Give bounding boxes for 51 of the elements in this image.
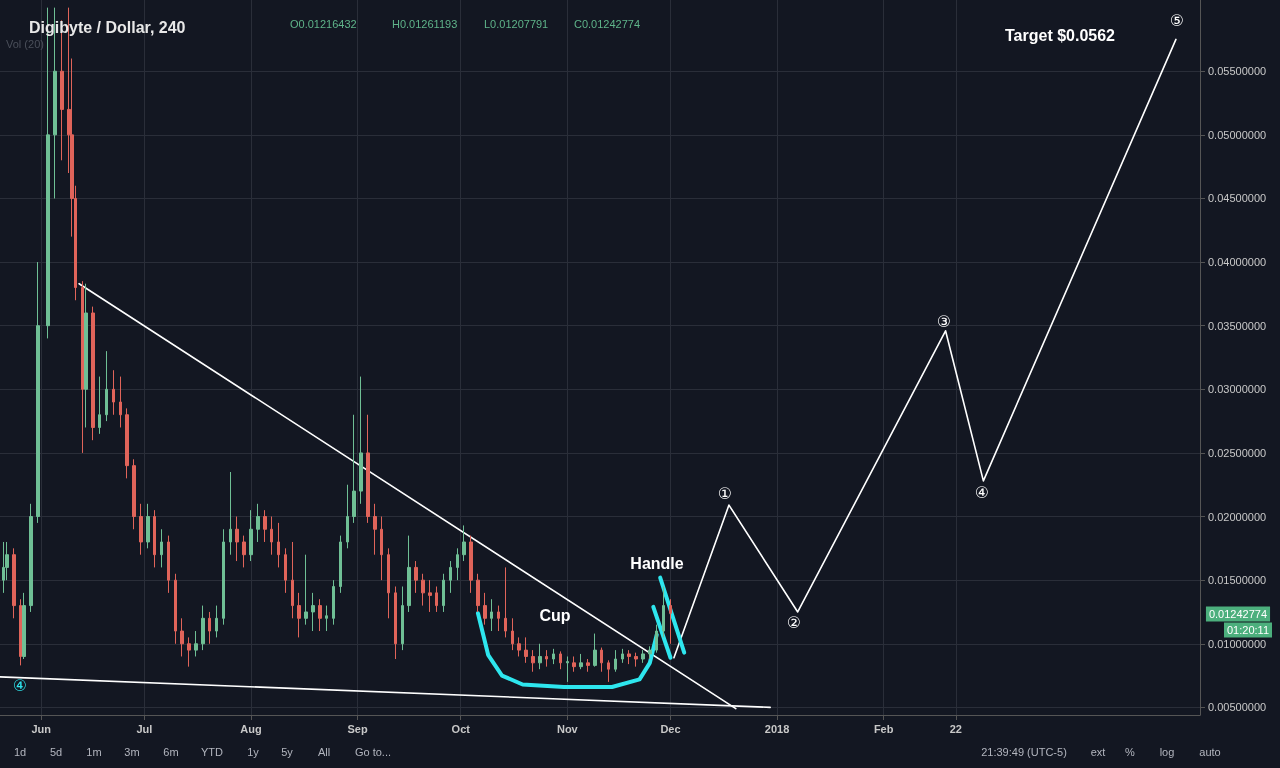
- annotation: ④: [974, 483, 990, 501]
- text: 6m: [163, 746, 179, 758]
- annotation: Handle: [630, 554, 684, 572]
- y-tick-label: 0.03000000: [1208, 383, 1267, 396]
- text: 0.01242774: [1208, 608, 1268, 620]
- x-tick-label: Jun: [31, 722, 52, 735]
- y-tick-label: 0.04500000: [1208, 192, 1267, 205]
- x-tick-label: Aug: [240, 722, 262, 735]
- text: 5d: [49, 746, 63, 758]
- x-tick-label: Sep: [347, 722, 368, 735]
- x-tick-label: 2018: [764, 722, 790, 735]
- y-tick-label: 0.01000000: [1208, 637, 1267, 650]
- text: Go to...: [354, 746, 392, 758]
- annotation: Target $0.0562: [1005, 26, 1116, 44]
- x-tick-label: 22: [949, 722, 962, 735]
- y-tick-label: 0.04000000: [1208, 256, 1267, 269]
- text: log: [1159, 746, 1175, 758]
- text: %: [1125, 746, 1136, 758]
- text: 1y: [247, 746, 260, 758]
- y-tick-label: 0.05500000: [1208, 65, 1267, 78]
- text: auto: [1199, 746, 1221, 758]
- text: 21:39:49 (UTC-5): [981, 746, 1067, 758]
- annotation: ④: [12, 676, 28, 694]
- annotation: ②: [786, 613, 802, 631]
- x-tick-label: Feb: [873, 722, 894, 735]
- text: YTD: [201, 746, 224, 758]
- y-tick-label: 0.03500000: [1208, 319, 1267, 332]
- y-tick-label: 0.05000000: [1208, 128, 1267, 141]
- annotation: L0.01207791: [484, 18, 549, 30]
- text: All: [317, 746, 331, 758]
- text: ext: [1090, 746, 1106, 758]
- text: 1d: [13, 746, 27, 758]
- annotation: Cup: [539, 606, 571, 624]
- text: 5y: [281, 746, 294, 758]
- x-tick-label: Jul: [136, 722, 153, 735]
- annotation: O0.01216432: [290, 18, 357, 30]
- text: 3m: [124, 746, 140, 758]
- x-tick-label: Dec: [660, 722, 681, 735]
- text: 1m: [86, 746, 102, 758]
- x-tick-label: Nov: [556, 722, 579, 735]
- annotation: C0.01242774: [574, 18, 641, 30]
- annotation: ①: [717, 484, 733, 502]
- x-tick-label: Oct: [451, 722, 471, 735]
- y-tick-label: 0.02500000: [1208, 446, 1267, 459]
- annotation: ⑤: [1169, 11, 1185, 29]
- annotation: ③: [936, 312, 952, 330]
- text: 01:20:11: [1226, 624, 1270, 636]
- annotation: H0.01261193: [392, 18, 458, 30]
- y-tick-label: 0.01500000: [1208, 574, 1267, 587]
- y-tick-label: 0.00500000: [1208, 701, 1267, 714]
- y-tick-label: 0.02000000: [1208, 510, 1267, 523]
